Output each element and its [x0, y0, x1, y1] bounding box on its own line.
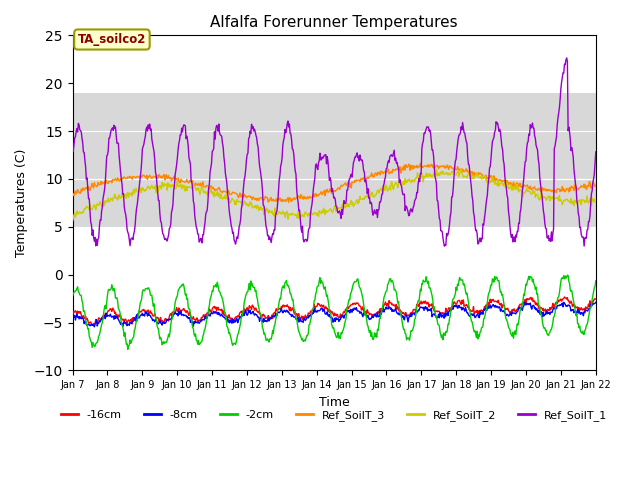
Bar	[72, 93, 596, 227]
Title: Alfalfa Forerunner Temperatures: Alfalfa Forerunner Temperatures	[211, 15, 458, 30]
X-axis label: Time: Time	[319, 396, 349, 408]
Text: TA_soilco2: TA_soilco2	[78, 33, 146, 46]
Bar	[72, 227, 596, 275]
Legend: -16cm, -8cm, -2cm, Ref_SoilT_3, Ref_SoilT_2, Ref_SoilT_1: -16cm, -8cm, -2cm, Ref_SoilT_3, Ref_Soil…	[57, 406, 611, 425]
Bar	[72, 36, 596, 93]
Bar	[72, 275, 596, 371]
Y-axis label: Temperatures (C): Temperatures (C)	[15, 149, 28, 257]
